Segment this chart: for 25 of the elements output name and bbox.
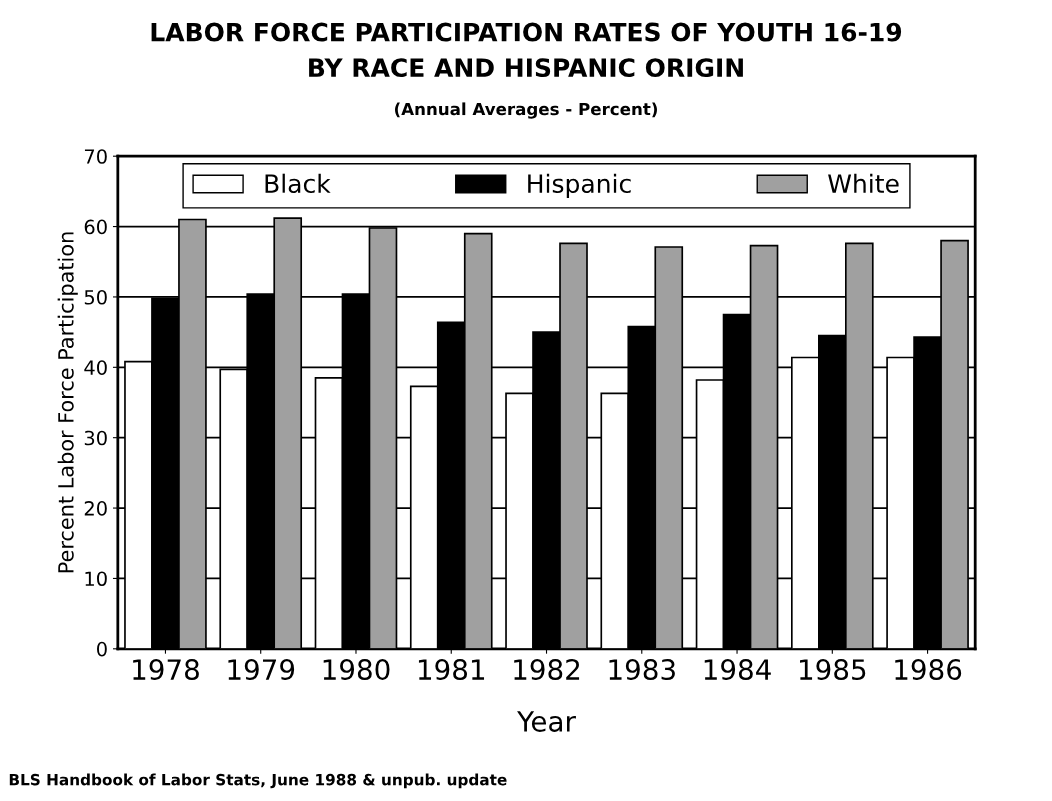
y-axis-title: Percent Labor Force Participation — [57, 232, 78, 573]
chart-title: LABOR FORCE PARTICIPATION RATES OF YOUTH 16-19 BY RACE AND HISPANIC ORIGIN — [151, 22, 902, 78]
text: BLS Handbook of Labor Stats, June 1988 & unpub. update — [9, 773, 507, 789]
y-tick-label: 50 — [84, 289, 107, 305]
y-tick-label: 10 — [85, 571, 107, 587]
x-tick-label: 1982 — [514, 659, 580, 681]
y-tick-label: 70 — [84, 149, 107, 164]
y-tick-label: 40 — [84, 360, 107, 375]
y-tick-label: 0 — [97, 641, 107, 657]
legend-label: Hispanic — [528, 173, 631, 198]
y-tick-label: 20 — [84, 501, 107, 516]
x-tick-label: 1984 — [704, 659, 771, 681]
x-tick-label: 1986 — [895, 659, 962, 681]
legend-label: White — [828, 173, 899, 194]
y-tick-label: 30 — [84, 430, 107, 446]
y-tick-label: 60 — [84, 219, 107, 235]
x-tick-label: 1985 — [800, 659, 866, 681]
x-tick-label: 1981 — [418, 659, 485, 681]
x-axis-title: Year — [517, 711, 576, 732]
x-tick-label: 1980 — [323, 659, 390, 681]
x-tick-label: 1983 — [609, 659, 675, 681]
x-tick-label: 1978 — [133, 659, 199, 681]
legend-label: Black — [265, 173, 331, 194]
chart-subtitle: (Annual Averages - Percent) — [395, 102, 657, 119]
x-tick-label: 1979 — [228, 659, 295, 681]
